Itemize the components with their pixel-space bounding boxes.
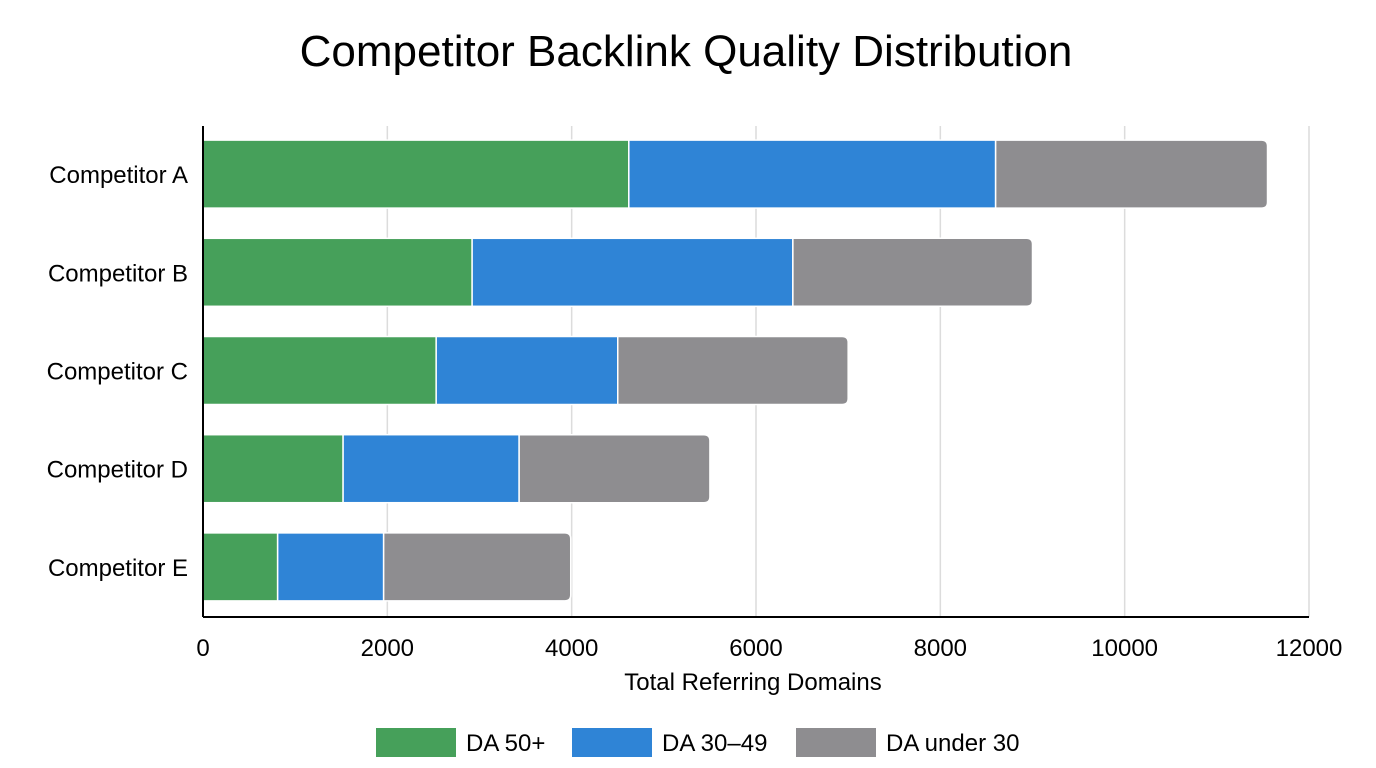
bar-segment bbox=[471, 237, 794, 308]
x-axis-title: Total Referring Domains bbox=[624, 669, 881, 696]
chart-title: Competitor Backlink Quality Distribution bbox=[300, 27, 1073, 76]
category-label: Competitor D bbox=[47, 457, 188, 484]
bars-layer bbox=[202, 139, 1269, 602]
x-tick-label: 10000 bbox=[1091, 635, 1158, 662]
bar-segment bbox=[617, 335, 849, 406]
category-label: Competitor B bbox=[48, 260, 188, 287]
legend-label: DA 50+ bbox=[466, 730, 545, 757]
bar-segment bbox=[382, 532, 572, 602]
y-category-labels: Competitor A Competitor B Competitor C Comp… bbox=[47, 162, 188, 582]
x-tick-label: 4000 bbox=[545, 635, 598, 662]
category-label: Competitor E bbox=[48, 555, 188, 582]
bar-segment bbox=[994, 139, 1269, 209]
bar-segment bbox=[628, 139, 997, 209]
bar-segment bbox=[202, 335, 437, 406]
legend-swatch bbox=[376, 728, 456, 757]
x-tick-label: 8000 bbox=[914, 635, 967, 662]
bar-segment bbox=[792, 237, 1034, 308]
bar-segment bbox=[342, 433, 520, 504]
bar-segment bbox=[202, 532, 279, 602]
x-tick-label: 0 bbox=[196, 635, 209, 662]
x-tick-label: 12000 bbox=[1276, 635, 1343, 662]
bar-segment bbox=[202, 139, 630, 209]
bar-segment bbox=[435, 335, 619, 406]
bar-segment bbox=[276, 532, 385, 602]
category-label: Competitor C bbox=[47, 359, 188, 386]
legend-swatch bbox=[796, 728, 876, 757]
x-tick-label: 2000 bbox=[361, 635, 414, 662]
bar-segment bbox=[202, 237, 473, 308]
legend-label: DA 30–49 bbox=[662, 730, 767, 757]
axis-layer bbox=[202, 126, 1309, 618]
legend-label: DA under 30 bbox=[886, 730, 1019, 757]
category-label: Competitor A bbox=[49, 162, 188, 189]
legend-swatch bbox=[572, 728, 652, 757]
bar-segment bbox=[202, 433, 344, 504]
legend: DA 50+ DA 30–49 DA under 30 bbox=[376, 728, 1019, 757]
x-tick-label: 6000 bbox=[729, 635, 782, 662]
x-tick-labels: 0 2000 4000 6000 8000 10000 12000 bbox=[196, 635, 1342, 662]
bar-segment bbox=[518, 433, 711, 504]
